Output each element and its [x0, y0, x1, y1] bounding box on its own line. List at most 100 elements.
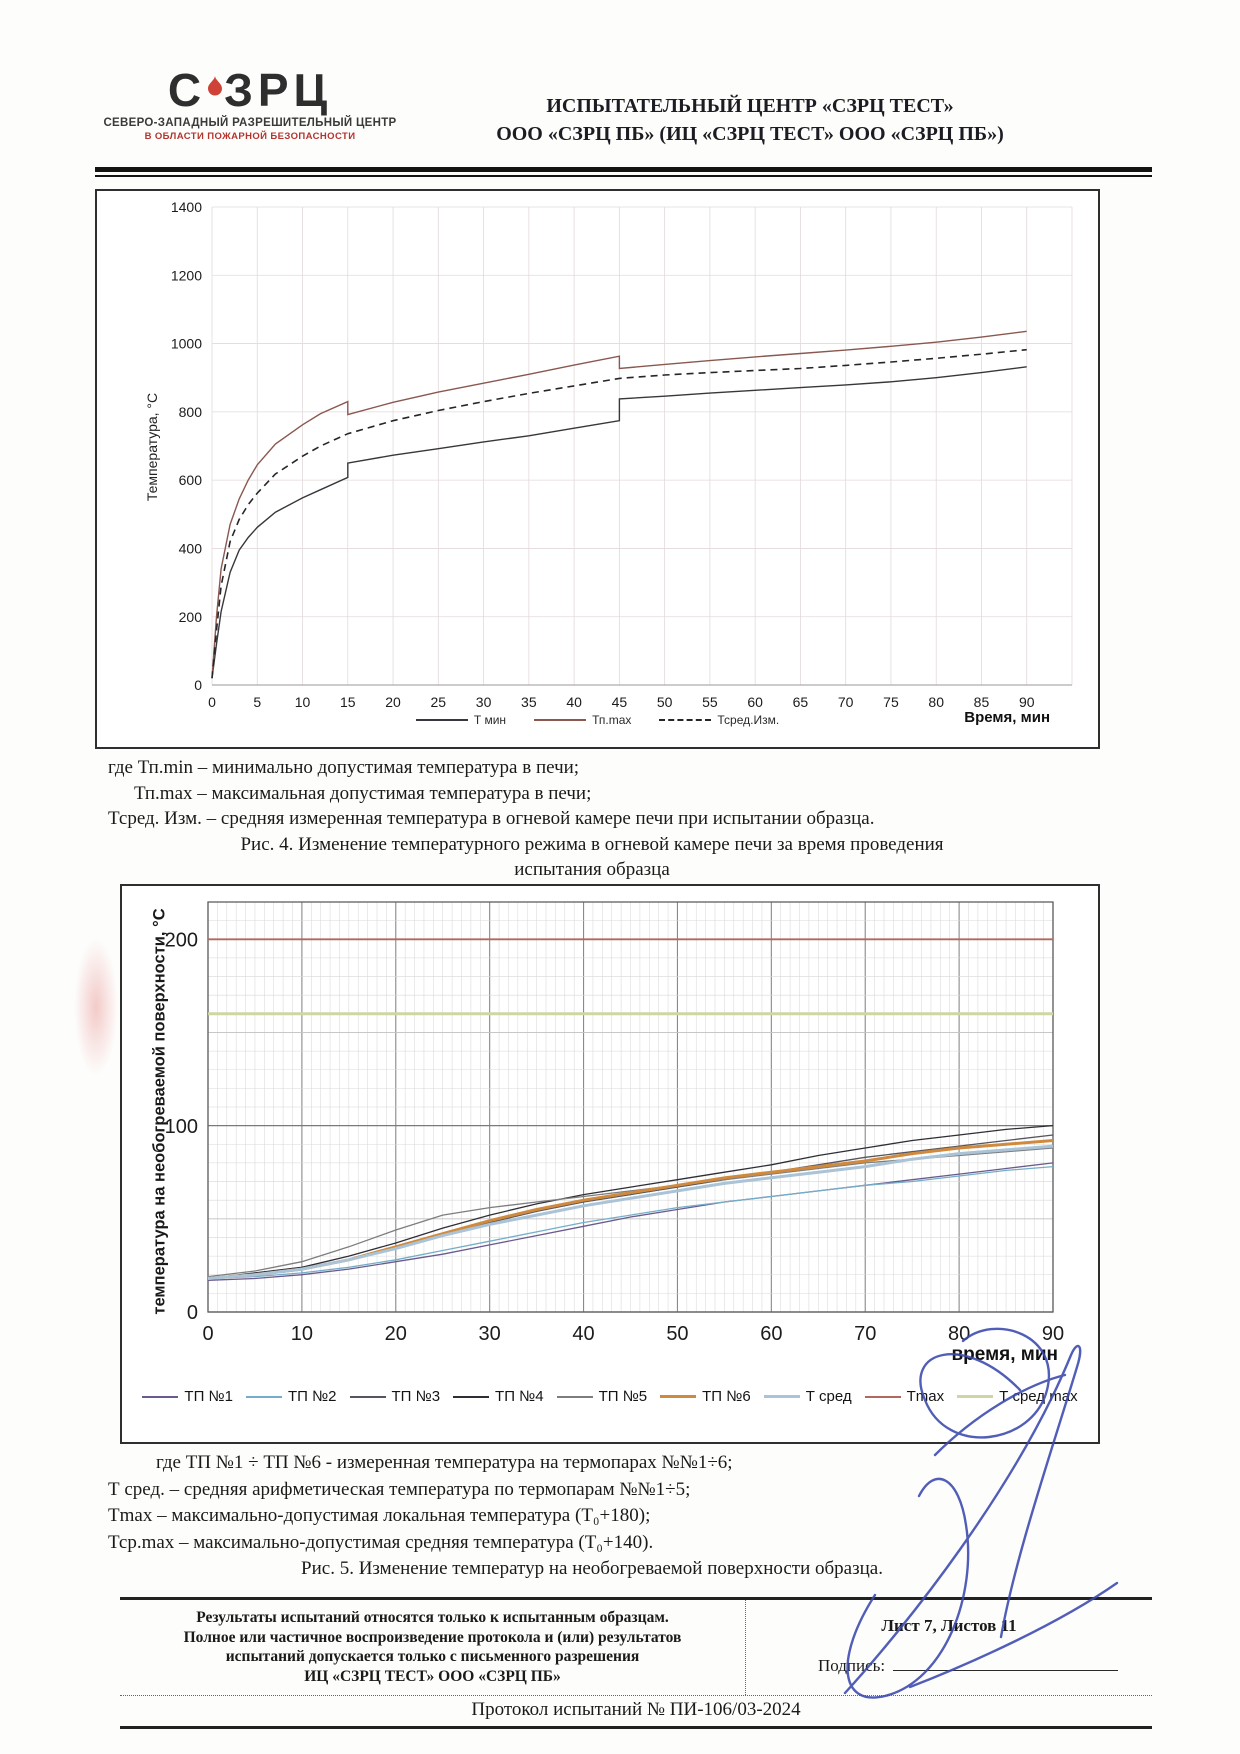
- tick-label: 30: [476, 694, 492, 710]
- tick-label: 40: [572, 1323, 594, 1345]
- protocol-number: Протокол испытаний № ПИ-106/03-2024: [471, 1699, 801, 1720]
- legend-item: Т мин: [415, 713, 507, 727]
- note-line: Тсред. Изм. – средняя измеренная темпера…: [108, 808, 875, 829]
- legend-label: Т мин: [473, 713, 507, 727]
- tick-label: 200: [179, 609, 203, 625]
- fig4-notes: где Тп.min – минимально допустимая темпе…: [108, 755, 1076, 883]
- tick-label: 45: [612, 694, 628, 710]
- note-line: где ТП №1 ÷ ТП №6 - измеренная температу…: [156, 1452, 733, 1473]
- footer-row-1: Результаты испытаний относятся только к …: [120, 1600, 1152, 1696]
- legend-label: Т сред: [805, 1388, 852, 1405]
- disclaimer-line: ИЦ «СЗРЦ ТЕСТ» ООО «СЗРЦ ПБ»: [304, 1667, 561, 1685]
- legend-label: Тп.max: [592, 713, 632, 727]
- tick-label: 1400: [171, 199, 202, 215]
- disclaimer-line: Результаты испытаний относятся только к …: [196, 1609, 669, 1626]
- legend-item: Тсред.Изм.: [659, 713, 779, 727]
- legend-label: ТП №4: [495, 1388, 544, 1405]
- legend-line-sample: [349, 1395, 386, 1398]
- fig5-chart: 0 10 20 30 40 50 60 70 80 90 0 100 200 температура н…: [120, 884, 1100, 1444]
- logo-subtitle: СЕВЕРО-ЗАПАДНЫЙ РАЗРЕШИТЕЛЬНЫЙ ЦЕНТР: [103, 117, 397, 129]
- legend-label: ТП №6: [702, 1388, 751, 1405]
- tick-label: 35: [521, 694, 537, 710]
- signature-label: Подпись:: [818, 1656, 886, 1675]
- tick-label: 600: [179, 472, 203, 488]
- tick-label: 65: [793, 694, 809, 710]
- legend-item: ТП №3: [349, 1388, 441, 1405]
- tick-label: 50: [666, 1323, 688, 1345]
- legend-line-sample: [556, 1395, 593, 1398]
- legend-item: ТП №5: [556, 1388, 648, 1405]
- legend-item: ТП №6: [660, 1388, 751, 1405]
- tick-label: 85: [974, 694, 990, 710]
- legend-label: Тmax: [906, 1388, 945, 1405]
- company-logo: С ЗРЦ СЕВЕРО-ЗАПАДНЫЙ РАЗРЕШИТЕЛЬНЫЙ ЦЕНТ…: [100, 66, 400, 142]
- fig5-notes: где ТП №1 ÷ ТП №6 - измеренная температу…: [108, 1450, 1076, 1583]
- document-title: ИСПЫТАТЕЛЬНЫЙ ЦЕНТР «СЗРЦ ТЕСТ» ООО «СЗР…: [400, 92, 1100, 148]
- tick-label: 20: [385, 694, 401, 710]
- legend-line-sample: [142, 1395, 179, 1398]
- legend-line-sample: [957, 1395, 994, 1398]
- tick-label: 200: [165, 929, 198, 951]
- tick-label: 30: [479, 1323, 501, 1345]
- title-line-1: ИСПЫТАТЕЛЬНЫЙ ЦЕНТР «СЗРЦ ТЕСТ»: [546, 95, 954, 117]
- fig4-plot-area: 0 5 10 15 20 25 30 35 40 45 50 55 60 65 70 75 80 85 90 0 200…: [97, 191, 1098, 747]
- fig4-legend: Т мин Тп.max Тсред.Изм.: [97, 713, 1098, 727]
- legend-item: ТП №2: [245, 1388, 337, 1405]
- disclaimer-line: испытаний допускается только с письменно…: [225, 1648, 640, 1665]
- footer-disclaimer: Результаты испытаний относятся только к …: [120, 1600, 746, 1695]
- tick-label: 40: [566, 694, 582, 710]
- tick-label: 70: [838, 694, 854, 710]
- legend-line-sample: [659, 719, 712, 721]
- tick-label: 5: [253, 694, 261, 710]
- legend-item: Т сред max: [957, 1388, 1078, 1405]
- legend-line-sample: [534, 719, 587, 721]
- legend-line-sample: [415, 719, 468, 721]
- legend-line-sample: [763, 1395, 800, 1398]
- signature-row: Подпись:: [818, 1656, 1119, 1676]
- header-rule-thick: [95, 167, 1152, 172]
- title-line-2: ООО «СЗРЦ ПБ» (ИЦ «СЗРЦ ТЕСТ» ООО «СЗРЦ …: [496, 123, 1004, 145]
- tick-label: 0: [202, 1323, 213, 1345]
- legend-label: Т сред max: [999, 1388, 1078, 1405]
- note-line: Тп.max – максимальная допустимая темпера…: [134, 782, 592, 804]
- legend-line-sample: [660, 1395, 697, 1398]
- legend-item: Т сред: [763, 1388, 852, 1405]
- tick-label: 90: [1042, 1323, 1064, 1345]
- legend-label: ТП №5: [598, 1388, 648, 1405]
- legend-item: ТП №4: [453, 1388, 544, 1405]
- signature-line: [893, 1670, 1119, 1671]
- logo-wordmark: С ЗРЦ: [100, 66, 400, 114]
- note-line: Тср.max – максимально-допустимая средняя…: [108, 1531, 654, 1553]
- tick-label: 60: [760, 1323, 782, 1345]
- tick-label: 800: [179, 404, 203, 420]
- fig4-caption-line1: Рис. 4. Изменение температурного режима …: [240, 833, 944, 855]
- tick-label: 0: [187, 1302, 198, 1324]
- tick-label: 400: [179, 540, 203, 556]
- legend-line-sample: [245, 1395, 282, 1398]
- fig5-caption: Рис. 5. Изменение температур на необогре…: [301, 1558, 883, 1579]
- tick-label: 15: [340, 694, 356, 710]
- fig5-plot-area: 0 10 20 30 40 50 60 70 80 90 0 100 200: [122, 886, 1098, 1442]
- legend-label: ТП №3: [391, 1388, 441, 1405]
- sheet-info: Лист 7, Листов 11: [881, 1616, 1017, 1635]
- fig5-legend: ТП №1 ТП №2 ТП №3 ТП №4 ТП №5 ТП №6 Т сред Тmax…: [122, 1388, 1098, 1405]
- disclaimer-line: Полное или частичное воспроизведение про…: [183, 1628, 682, 1646]
- fig4-y-axis-title: Температура, °С: [144, 392, 160, 502]
- flame-icon: [208, 56, 223, 104]
- tick-label: 75: [883, 694, 899, 710]
- tick-label: 25: [431, 694, 447, 710]
- legend-item: Тmax: [864, 1388, 945, 1405]
- legend-label: ТП №1: [184, 1388, 233, 1405]
- legend-line-sample: [864, 1395, 901, 1398]
- scan-artifact: [74, 938, 118, 1076]
- tick-label: 80: [928, 694, 944, 710]
- footer-block: Результаты испытаний относятся только к …: [120, 1597, 1152, 1729]
- legend-item: Тп.max: [534, 713, 631, 727]
- legend-label: Тсред.Изм.: [717, 713, 780, 727]
- note-line: где Тп.min – минимально допустимая темпе…: [108, 757, 580, 778]
- tick-label: 100: [165, 1116, 198, 1138]
- tick-label: 90: [1019, 694, 1035, 710]
- tick-label: 0: [194, 677, 202, 693]
- tick-label: 1000: [171, 336, 202, 352]
- tick-label: 1200: [171, 267, 202, 283]
